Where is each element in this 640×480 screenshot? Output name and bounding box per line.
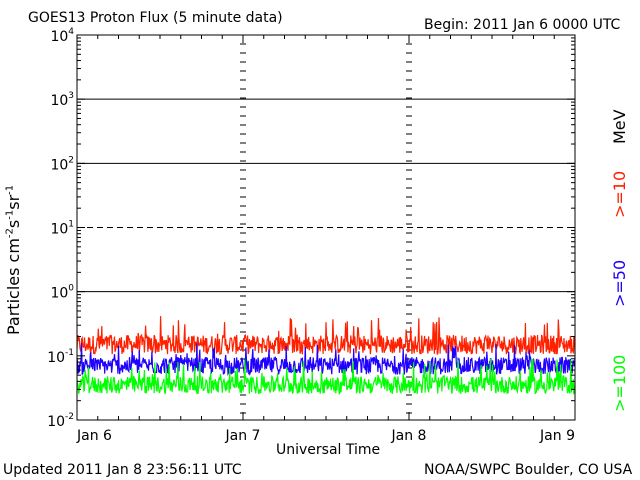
updated-time: Updated 2011 Jan 8 23:56:11 UTC <box>3 462 242 478</box>
x-tick-label: Jan 8 <box>391 428 427 444</box>
y-tick-label: 10-2 <box>47 412 74 430</box>
legend-gt100: >=100 <box>610 354 629 412</box>
y-tick-label: 103 <box>50 91 74 109</box>
plot-frame <box>76 34 576 421</box>
y-tick-label: 101 <box>50 220 74 238</box>
y-tick-label: 104 <box>50 27 74 45</box>
units-label: MeV <box>610 109 629 144</box>
y-tick-label: 102 <box>50 155 74 173</box>
begin-time: Begin: 2011 Jan 6 0000 UTC <box>424 17 621 33</box>
y-tick-label: 100 <box>50 284 74 302</box>
x-tick-label: Jan 7 <box>225 428 261 444</box>
y-tick-label: 10-1 <box>47 348 74 366</box>
ticks-layer: 10-2 10-1 100 101 102 103 104 Jan 6 Jan 7 Jan 8 Ja… <box>47 27 575 444</box>
data-source: NOAA/SWPC Boulder, CO USA <box>424 462 633 478</box>
x-tick-label: Jan 9 <box>539 428 575 444</box>
grid-layer <box>77 34 575 414</box>
series-layer <box>76 316 576 396</box>
series-line-gt100 <box>76 358 576 396</box>
series-line-gt10 <box>76 316 576 356</box>
chart-title: GOES13 Proton Flux (5 minute data) <box>28 10 283 26</box>
x-axis-label: Universal Time <box>276 442 381 458</box>
legend-gt50: >=50 <box>610 259 629 307</box>
y-axis-label: Particles cm-2s-1sr-1 <box>4 184 23 335</box>
legend-gt10: >=10 <box>610 170 629 218</box>
x-tick-label: Jan 6 <box>76 428 112 444</box>
